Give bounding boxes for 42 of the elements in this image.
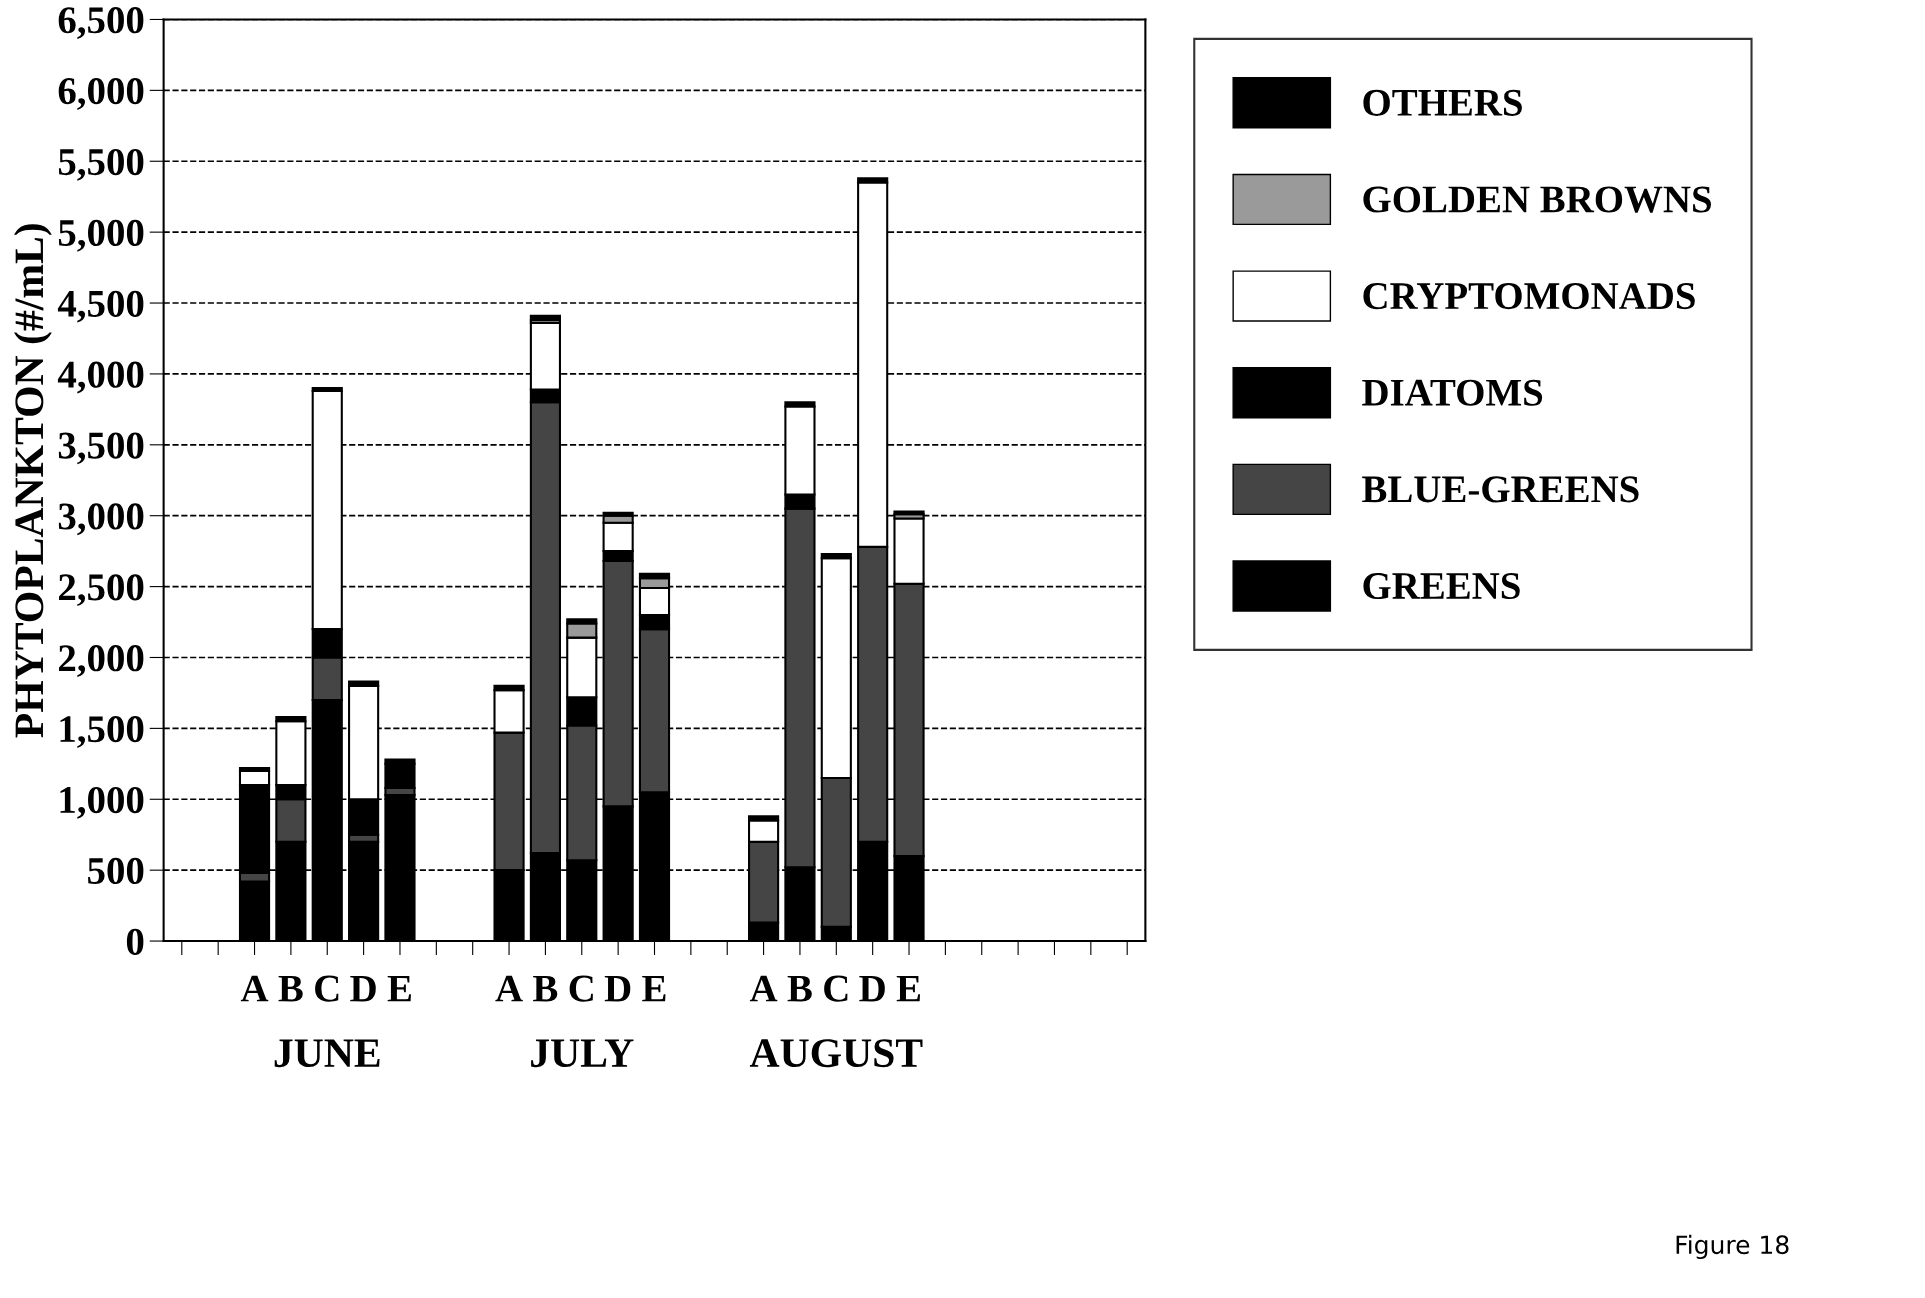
y-tick-label: 6,500: [58, 7, 144, 39]
legend-label: OTHERS: [1363, 89, 1522, 116]
bar: [893, 510, 925, 516]
legend-label: BLUE-GREENS: [1362, 476, 1639, 503]
x-tick-label: A: [749, 975, 778, 1002]
caption: Figure 18: [1676, 1234, 1789, 1260]
x-tick-label: B: [278, 975, 303, 1002]
legend-label: CRYPTOMONADS: [1363, 283, 1695, 310]
legend-label: DIATOMS: [1362, 379, 1543, 406]
bar: [529, 314, 561, 322]
x-tick-label: A: [495, 975, 523, 1002]
text: JULY: [531, 1039, 634, 1068]
y-tick-label: 1,500: [60, 716, 144, 748]
y-axis-title: PHYTOPLANKTON (#/mL): [14, 224, 52, 738]
x-tick-label: D: [859, 975, 885, 1002]
y-tick-label: 500: [88, 857, 144, 885]
x-tick-label: C: [315, 975, 339, 1002]
y-tick-label: 4,000: [57, 361, 144, 394]
x-tick-label: E: [387, 975, 411, 1002]
x-tick-label: E: [642, 975, 666, 1002]
x-tick-label: B: [787, 975, 812, 1002]
y-tick-label: 3,000: [58, 503, 144, 536]
y-tick-label: 6,000: [58, 77, 144, 110]
x-tick-label: E: [896, 975, 920, 1002]
y-tick-label: 3,500: [58, 432, 144, 465]
y-tick-label: 2,500: [59, 574, 144, 607]
legend-label: GREENS: [1363, 572, 1520, 600]
x-tick-label: C: [569, 975, 593, 1002]
y-tick-label: 4,500: [57, 290, 144, 323]
legend-label: GOLDEN BROWNS: [1363, 186, 1711, 213]
x-tick-label: D: [350, 975, 376, 1002]
y-tick-label: 5,500: [58, 148, 144, 181]
y-tick-label: 0: [126, 928, 144, 955]
x-tick-label: C: [824, 975, 848, 1002]
x-tick-label: D: [604, 975, 631, 1002]
y-tick-label: 1,000: [60, 786, 144, 819]
text: AUGUST: [749, 1039, 923, 1068]
y-tick-label: 5,000: [58, 219, 144, 252]
y-tick-label: 2,000: [59, 645, 144, 677]
text: JUNE: [274, 1039, 380, 1068]
x-tick-label: B: [533, 975, 558, 1002]
x-tick-label: A: [240, 975, 269, 1002]
